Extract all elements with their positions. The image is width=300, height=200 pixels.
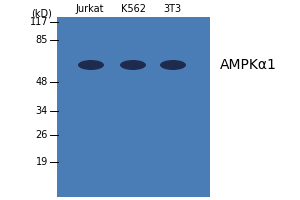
Text: AMPKα1: AMPKα1 [220,58,277,72]
Text: 48: 48 [36,77,48,87]
Text: 34: 34 [36,106,48,116]
Bar [57,17,210,197]
Text: 19: 19 [36,157,48,167]
Text: 26: 26 [36,130,48,140]
Text: K562: K562 [121,4,146,14]
Text: 117: 117 [29,17,48,27]
Text: Jurkat: Jurkat [76,4,104,14]
Ellipse shape [120,60,146,70]
Ellipse shape [160,60,186,70]
Ellipse shape [78,60,104,70]
Text: 3T3: 3T3 [163,4,181,14]
Text: 85: 85 [36,35,48,45]
Text: (kD): (kD) [31,8,52,18]
